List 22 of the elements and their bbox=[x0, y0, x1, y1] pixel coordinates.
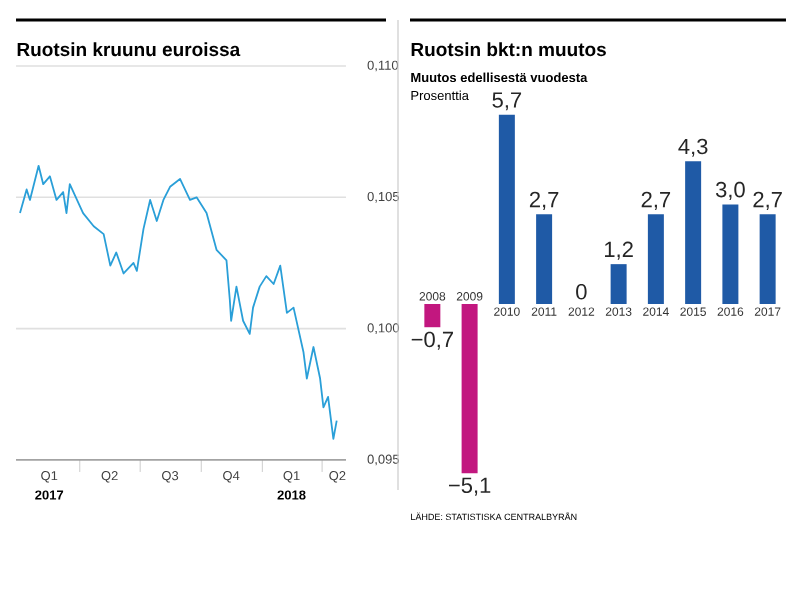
data-label: −5,1 bbox=[448, 477, 491, 496]
data-label: 1,2 bbox=[605, 241, 633, 260]
bar bbox=[610, 264, 627, 304]
data-label: 2,7 bbox=[753, 191, 782, 210]
data-label: 5,7 bbox=[492, 92, 522, 111]
data-label: 3,0 bbox=[715, 181, 745, 200]
data-label: 0 bbox=[576, 284, 587, 300]
bar bbox=[498, 114, 515, 304]
data-label: 4,3 bbox=[678, 138, 708, 157]
bar bbox=[759, 214, 776, 304]
data-label: 2,7 bbox=[641, 191, 671, 210]
bar bbox=[647, 214, 664, 304]
data-label: −0,7 bbox=[411, 331, 453, 350]
bar bbox=[424, 303, 441, 328]
line-series bbox=[19, 164, 338, 440]
data-label: 2,7 bbox=[529, 191, 559, 210]
chart-title: Ruotsin kruunu euroissa bbox=[17, 42, 241, 57]
bar bbox=[536, 214, 553, 304]
bar bbox=[461, 303, 478, 474]
bar bbox=[722, 204, 739, 304]
bar bbox=[685, 161, 702, 304]
chart-title: Ruotsin bkt:n muutos bbox=[411, 42, 606, 57]
